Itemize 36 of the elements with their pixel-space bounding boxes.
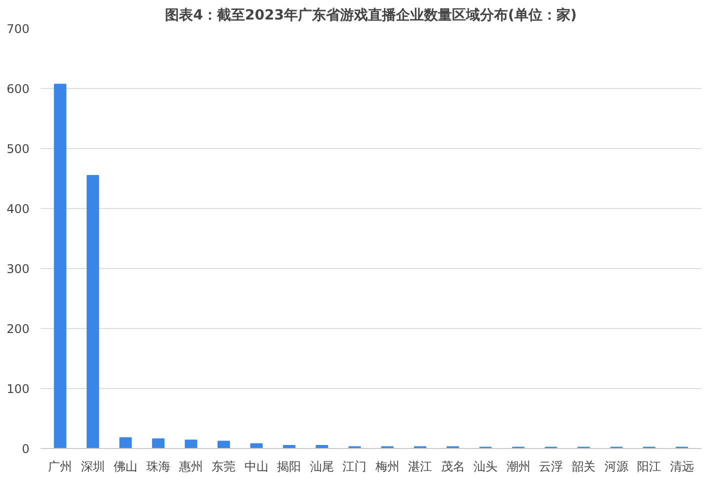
y-tick-label: 400 bbox=[6, 202, 30, 216]
x-tick-label: 揭阳 bbox=[277, 460, 302, 474]
x-tick-label: 云浮 bbox=[538, 460, 563, 474]
x-tick-label: 茂名 bbox=[440, 460, 465, 474]
x-tick-label: 湛江 bbox=[408, 460, 432, 474]
x-tick-label: 清远 bbox=[670, 460, 694, 474]
x-tick-label: 深圳 bbox=[80, 460, 105, 474]
y-tick-label: 0 bbox=[22, 442, 30, 456]
x-tick-label: 潮州 bbox=[506, 460, 530, 474]
x-tick-label: 珠海 bbox=[146, 460, 170, 474]
x-tick-label: 汕头 bbox=[474, 460, 498, 474]
x-tick-label: 惠州 bbox=[178, 460, 204, 474]
x-tick-label: 阳江 bbox=[637, 460, 662, 474]
bar bbox=[184, 440, 198, 448]
x-tick-label: 韶关 bbox=[572, 460, 596, 474]
y-tick-label: 200 bbox=[6, 322, 30, 336]
x-tick-label: 梅州 bbox=[374, 460, 400, 474]
bar bbox=[54, 84, 66, 448]
x-tick-label: 中山 bbox=[244, 460, 268, 474]
bar bbox=[152, 438, 165, 448]
x-tick-label: 汕尾 bbox=[310, 460, 334, 474]
y-tick-label: 600 bbox=[6, 82, 30, 96]
bar bbox=[250, 443, 263, 448]
bar bbox=[119, 437, 132, 448]
x-tick-label: 河源 bbox=[604, 460, 628, 474]
bar bbox=[218, 440, 230, 448]
bar bbox=[86, 175, 100, 448]
x-tick-label: 佛山 bbox=[114, 460, 138, 474]
x-tick-label: 广州 bbox=[48, 460, 72, 474]
x-tick-label: 东莞 bbox=[212, 460, 236, 474]
y-tick-label: 300 bbox=[6, 262, 30, 276]
y-tick-label: 700 bbox=[6, 22, 30, 36]
chart-title: 图表4：截至2023年广东省游戏直播企业数量区域分布(单位：家) bbox=[165, 6, 577, 24]
y-tick-label: 100 bbox=[6, 382, 30, 396]
y-tick-label: 500 bbox=[6, 142, 30, 156]
x-tick-label: 江门 bbox=[342, 460, 367, 474]
